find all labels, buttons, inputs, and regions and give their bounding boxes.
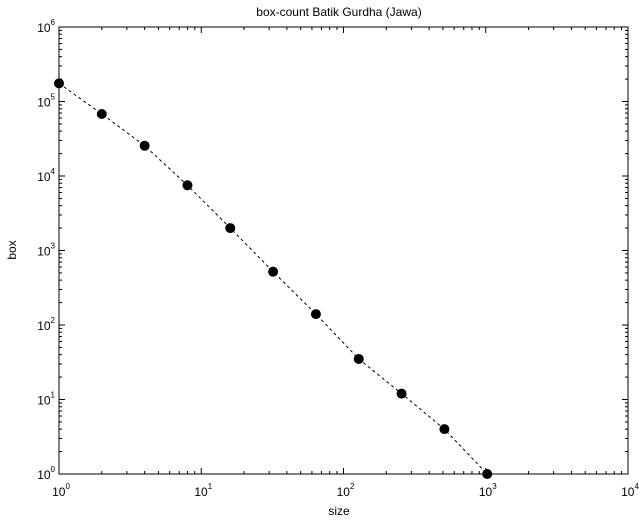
y-tick-labels: 100 101 102 103 104 105 106 (37, 18, 55, 482)
data-point (96, 108, 107, 119)
x-tick-label: 104 (621, 482, 639, 499)
data-point (310, 309, 321, 320)
y-tick-label: 106 (37, 18, 55, 35)
data-point (353, 353, 364, 364)
x-tick-labels: 100 101 102 103 104 (52, 482, 639, 499)
y-axis-label: box (5, 240, 19, 259)
x-tick-label: 101 (194, 482, 212, 499)
data-point (225, 223, 236, 234)
y-tick-label: 104 (37, 167, 55, 184)
y-tick-label: 100 (37, 465, 55, 482)
x-tick-label: 102 (337, 482, 355, 499)
data-point (482, 469, 493, 479)
y-tick-label: 101 (37, 391, 55, 408)
data-point (54, 78, 64, 89)
y-tick-label: 105 (37, 93, 55, 110)
x-tick-label: 103 (479, 482, 497, 499)
data-point (139, 140, 150, 151)
y-tick-label: 102 (37, 316, 55, 333)
chart-title: box-count Batik Gurdha (Jawa) (256, 5, 421, 19)
x-tick-label: 100 (52, 482, 70, 499)
x-axis-label: size (328, 504, 350, 518)
data-point (439, 424, 450, 435)
plot-area-frame (58, 26, 629, 475)
series-line (58, 82, 488, 475)
axis-ticks (58, 26, 629, 475)
data-point (268, 266, 279, 277)
data-markers (54, 78, 493, 479)
data-point (182, 180, 193, 191)
y-tick-label: 103 (37, 242, 55, 259)
data-point (396, 388, 407, 399)
